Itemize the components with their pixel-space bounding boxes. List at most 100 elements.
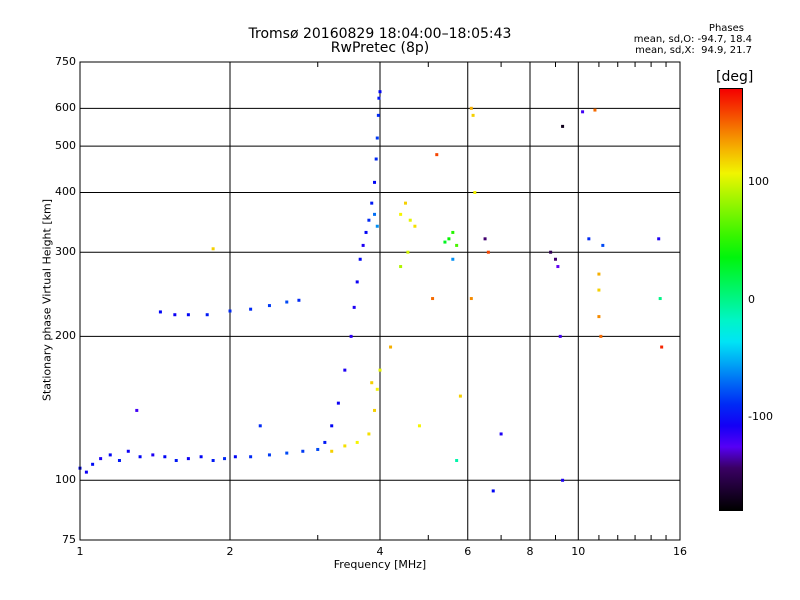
- data-point: [403, 201, 407, 205]
- data-point: [431, 297, 435, 301]
- data-point: [451, 257, 455, 261]
- data-point: [417, 424, 421, 428]
- data-point: [375, 136, 379, 140]
- data-point: [483, 237, 487, 241]
- colorbar-tick-label: 100: [748, 175, 769, 188]
- phase-stats-heading: Phases: [708, 23, 744, 34]
- data-point: [355, 280, 359, 284]
- data-point: [389, 345, 393, 349]
- data-point: [469, 106, 473, 110]
- data-point: [549, 250, 553, 254]
- phase-colorbar: [719, 88, 743, 511]
- y-tick-label: 300: [55, 245, 76, 259]
- data-point: [364, 230, 368, 234]
- data-point: [258, 424, 262, 428]
- data-point: [228, 309, 232, 313]
- y-tick-label: 750: [55, 55, 76, 68]
- data-point: [336, 401, 340, 405]
- data-point: [367, 218, 371, 222]
- data-point: [558, 334, 562, 338]
- data-point: [657, 237, 661, 241]
- data-point: [660, 345, 664, 349]
- y-tick-label: 200: [55, 329, 76, 343]
- data-point: [458, 394, 462, 398]
- data-point: [199, 455, 203, 459]
- x-tick-label: 8: [526, 545, 534, 558]
- data-point: [435, 153, 439, 157]
- data-point: [135, 408, 139, 412]
- data-point: [211, 458, 215, 462]
- grid-lines: [80, 62, 680, 540]
- data-point: [469, 297, 473, 301]
- data-point: [297, 298, 301, 302]
- data-point: [367, 432, 371, 436]
- data-point: [330, 424, 334, 428]
- data-points: [78, 90, 664, 493]
- data-point: [561, 124, 565, 128]
- x-tick-label: 4: [376, 545, 384, 558]
- data-point: [355, 440, 359, 444]
- data-point: [473, 190, 477, 194]
- data-point: [358, 257, 362, 261]
- data-point: [413, 224, 417, 228]
- data-point: [455, 458, 459, 462]
- data-point: [223, 457, 227, 461]
- data-point: [343, 368, 347, 372]
- data-point: [361, 243, 365, 247]
- data-point: [377, 96, 381, 100]
- plot-frame: [79, 61, 681, 541]
- data-point: [601, 243, 605, 247]
- data-point: [330, 449, 334, 453]
- data-point: [163, 455, 167, 459]
- data-point: [597, 272, 601, 276]
- phase-stats-o: mean, sd,O: -94.7, 18.4: [633, 34, 752, 45]
- colorbar-tick-label: 0: [748, 292, 755, 306]
- data-point: [593, 108, 597, 112]
- data-point: [375, 387, 379, 391]
- x-tick-label: 16: [673, 545, 687, 558]
- y-tick-label: 500: [55, 139, 76, 153]
- data-point: [249, 307, 253, 311]
- x-tick-label: 2: [226, 545, 234, 558]
- y-axis-label: Stationary phase Virtual Height [km]: [40, 198, 54, 402]
- data-point: [378, 90, 382, 94]
- data-point: [486, 250, 490, 254]
- data-point: [375, 224, 379, 228]
- y-tick-label: 75: [62, 533, 76, 546]
- data-point: [352, 305, 356, 309]
- x-tick-label: 1: [76, 545, 84, 558]
- data-point: [499, 432, 503, 436]
- data-point: [173, 313, 177, 317]
- colorbar-label: [deg]: [716, 69, 754, 85]
- data-point: [108, 453, 112, 457]
- x-axis-label: Frequency [MHz]: [333, 558, 427, 571]
- data-point: [370, 381, 374, 385]
- data-point: [556, 265, 560, 269]
- data-point: [267, 304, 271, 308]
- data-point: [376, 113, 380, 117]
- data-point: [597, 288, 601, 292]
- data-point: [491, 489, 495, 493]
- data-point: [186, 457, 190, 461]
- data-point: [117, 458, 121, 462]
- data-point: [158, 310, 162, 314]
- data-point: [447, 237, 451, 241]
- data-point: [84, 470, 88, 474]
- data-point: [587, 237, 591, 241]
- data-point: [126, 449, 130, 453]
- data-point: [451, 230, 455, 234]
- data-point: [597, 315, 601, 319]
- data-point: [373, 212, 377, 216]
- data-point: [373, 180, 377, 184]
- data-point: [370, 201, 374, 205]
- data-point: [343, 444, 347, 448]
- data-point: [378, 368, 382, 372]
- data-point: [455, 243, 459, 247]
- data-point: [443, 240, 447, 244]
- data-point: [406, 250, 410, 254]
- data-point: [323, 440, 327, 444]
- data-point: [267, 453, 271, 457]
- data-point: [301, 449, 305, 453]
